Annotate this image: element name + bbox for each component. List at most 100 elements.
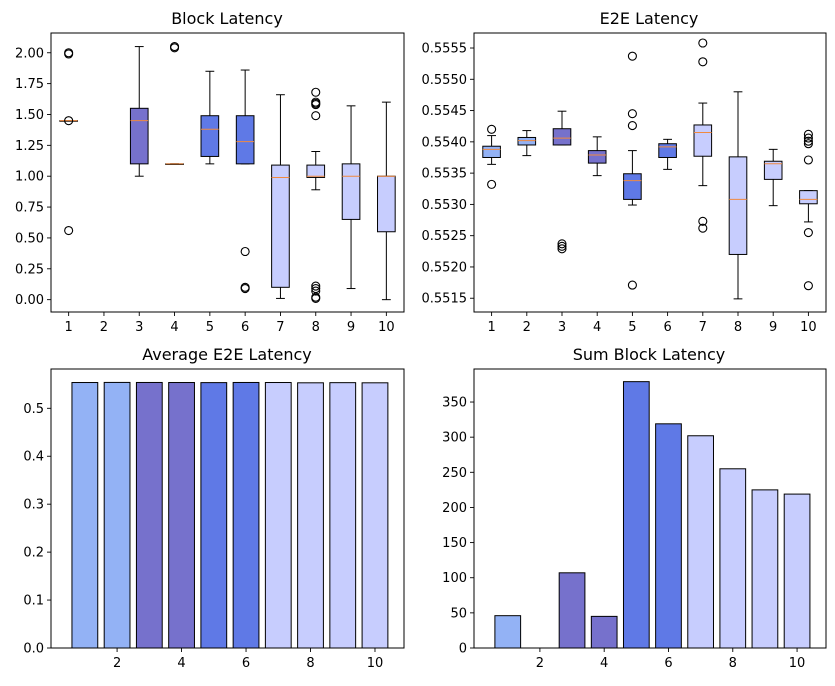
x-tick-label: 6 — [242, 656, 250, 671]
outlier-point — [557, 241, 567, 251]
x-tick-label: 10 — [367, 656, 384, 671]
box-body — [552, 128, 572, 146]
x-tick-label: 10 — [789, 656, 806, 671]
outlier-point — [240, 283, 250, 294]
y-tick-label: 0.2 — [23, 546, 44, 561]
box-2 — [517, 130, 537, 157]
bar-9 — [329, 382, 357, 649]
outlier-point — [170, 43, 180, 53]
outlier-point — [803, 228, 813, 238]
outlier-point — [557, 244, 567, 254]
y-tick-label: 250 — [442, 466, 467, 481]
box-body — [482, 145, 501, 158]
outlier-point — [64, 225, 74, 236]
box-body — [200, 115, 220, 157]
bar-5 — [622, 381, 650, 649]
outlier-point — [487, 124, 497, 134]
x-tick-label: 4 — [600, 656, 608, 671]
y-tick-label: 0.75 — [15, 201, 44, 216]
y-tick-label: 0.5535 — [422, 167, 468, 182]
box-6 — [658, 138, 677, 170]
outlier-point — [803, 155, 813, 165]
y-tick-label: 0.00 — [15, 293, 44, 308]
y-tick-label: 0.1 — [23, 594, 44, 609]
outlier-point — [803, 129, 813, 139]
bar-6 — [655, 423, 682, 649]
bar-6 — [232, 381, 260, 649]
e2e-latency-panel: E2E Latency 0.5515 0.5520 0.5525 0.5530 0.55… — [422, 9, 827, 335]
y-tick-label: 0 — [459, 642, 467, 657]
y-tick-label: 1.00 — [15, 170, 44, 185]
y-tick-label: 2.00 — [15, 46, 44, 61]
y-tick-label: 0.25 — [15, 262, 44, 277]
sum-block-latency-title: Sum Block Latency — [573, 345, 726, 364]
box-body — [129, 107, 149, 165]
box-4 — [587, 136, 607, 177]
box-body — [763, 160, 783, 180]
y-tick-label: 0.4 — [23, 450, 44, 465]
box-1 — [59, 48, 78, 236]
bar-3 — [135, 381, 163, 649]
bar-10 — [361, 382, 389, 649]
x-tick-label: 2 — [536, 656, 544, 671]
y-tick-label: 0.50 — [15, 231, 44, 246]
x-tick-label: 2 — [113, 656, 121, 671]
outlier-point — [240, 246, 250, 257]
outlier-point — [627, 280, 637, 290]
bar-4 — [590, 615, 618, 649]
box-body — [235, 115, 255, 165]
outlier-point — [698, 38, 708, 48]
box-3 — [552, 110, 572, 254]
y-tick-label: 0.5530 — [422, 198, 468, 213]
axes-frame — [50, 368, 405, 649]
sum-block-latency-panel: Sum Block Latency 0 50 100 150 200 250 300 350 2… — [442, 345, 827, 671]
y-tick-label: 0.5540 — [422, 135, 468, 150]
y-tick-label: 0.5550 — [422, 73, 468, 88]
x-tick-label: 9 — [347, 320, 355, 335]
outlier-point — [311, 100, 321, 110]
outlier-point — [698, 223, 708, 233]
outlier-point — [803, 281, 813, 291]
x-tick-label: 5 — [206, 320, 214, 335]
outlier-point — [311, 87, 321, 97]
x-tick-label: 2 — [523, 320, 531, 335]
x-tick-label: 7 — [276, 320, 284, 335]
block-latency-title: Block Latency — [171, 9, 283, 28]
axes-frame — [50, 32, 405, 313]
block-latency-panel: Block Latency 0.00 0.25 0.50 0.75 1.00 1.25 1.… — [15, 9, 405, 335]
outlier-point — [64, 49, 74, 59]
box-body — [728, 156, 748, 255]
bar-1 — [494, 615, 522, 649]
box-7 — [693, 38, 713, 233]
y-tick-label: 0.5525 — [422, 229, 468, 244]
y-tick-label: 1.25 — [15, 139, 44, 154]
x-tick-label: 10 — [800, 320, 817, 335]
outlier-point — [311, 286, 321, 296]
average-e2e-latency-panel: Average E2E Latency 0.0 0.1 0.2 0.3 0.4 0.5 2 4… — [23, 345, 405, 671]
y-tick-label: 0.0 — [23, 642, 44, 657]
x-tick-label: 3 — [135, 320, 143, 335]
box-body — [658, 143, 677, 158]
y-tick-label: 1.75 — [15, 77, 44, 92]
y-tick-label: 0.5555 — [422, 42, 468, 57]
e2e-latency-title: E2E Latency — [600, 9, 699, 28]
outlier-point — [698, 57, 708, 67]
bar-7 — [687, 435, 714, 649]
outlier-point — [803, 136, 813, 146]
box-6 — [235, 69, 255, 294]
bar-8 — [297, 382, 324, 649]
y-tick-label: 150 — [442, 536, 467, 551]
y-tick-label: 0.5515 — [422, 292, 468, 307]
box-10 — [377, 101, 396, 301]
x-tick-label: 1 — [65, 320, 73, 335]
x-tick-label: 8 — [306, 656, 314, 671]
box-4 — [165, 42, 184, 165]
x-tick-label: 4 — [177, 656, 185, 671]
box-9 — [341, 105, 361, 290]
bar-10 — [783, 493, 811, 649]
box-body — [517, 136, 537, 146]
axes-frame — [473, 32, 827, 313]
bar-3 — [558, 572, 586, 649]
x-tick-label: 8 — [729, 656, 737, 671]
box-body — [799, 190, 818, 205]
